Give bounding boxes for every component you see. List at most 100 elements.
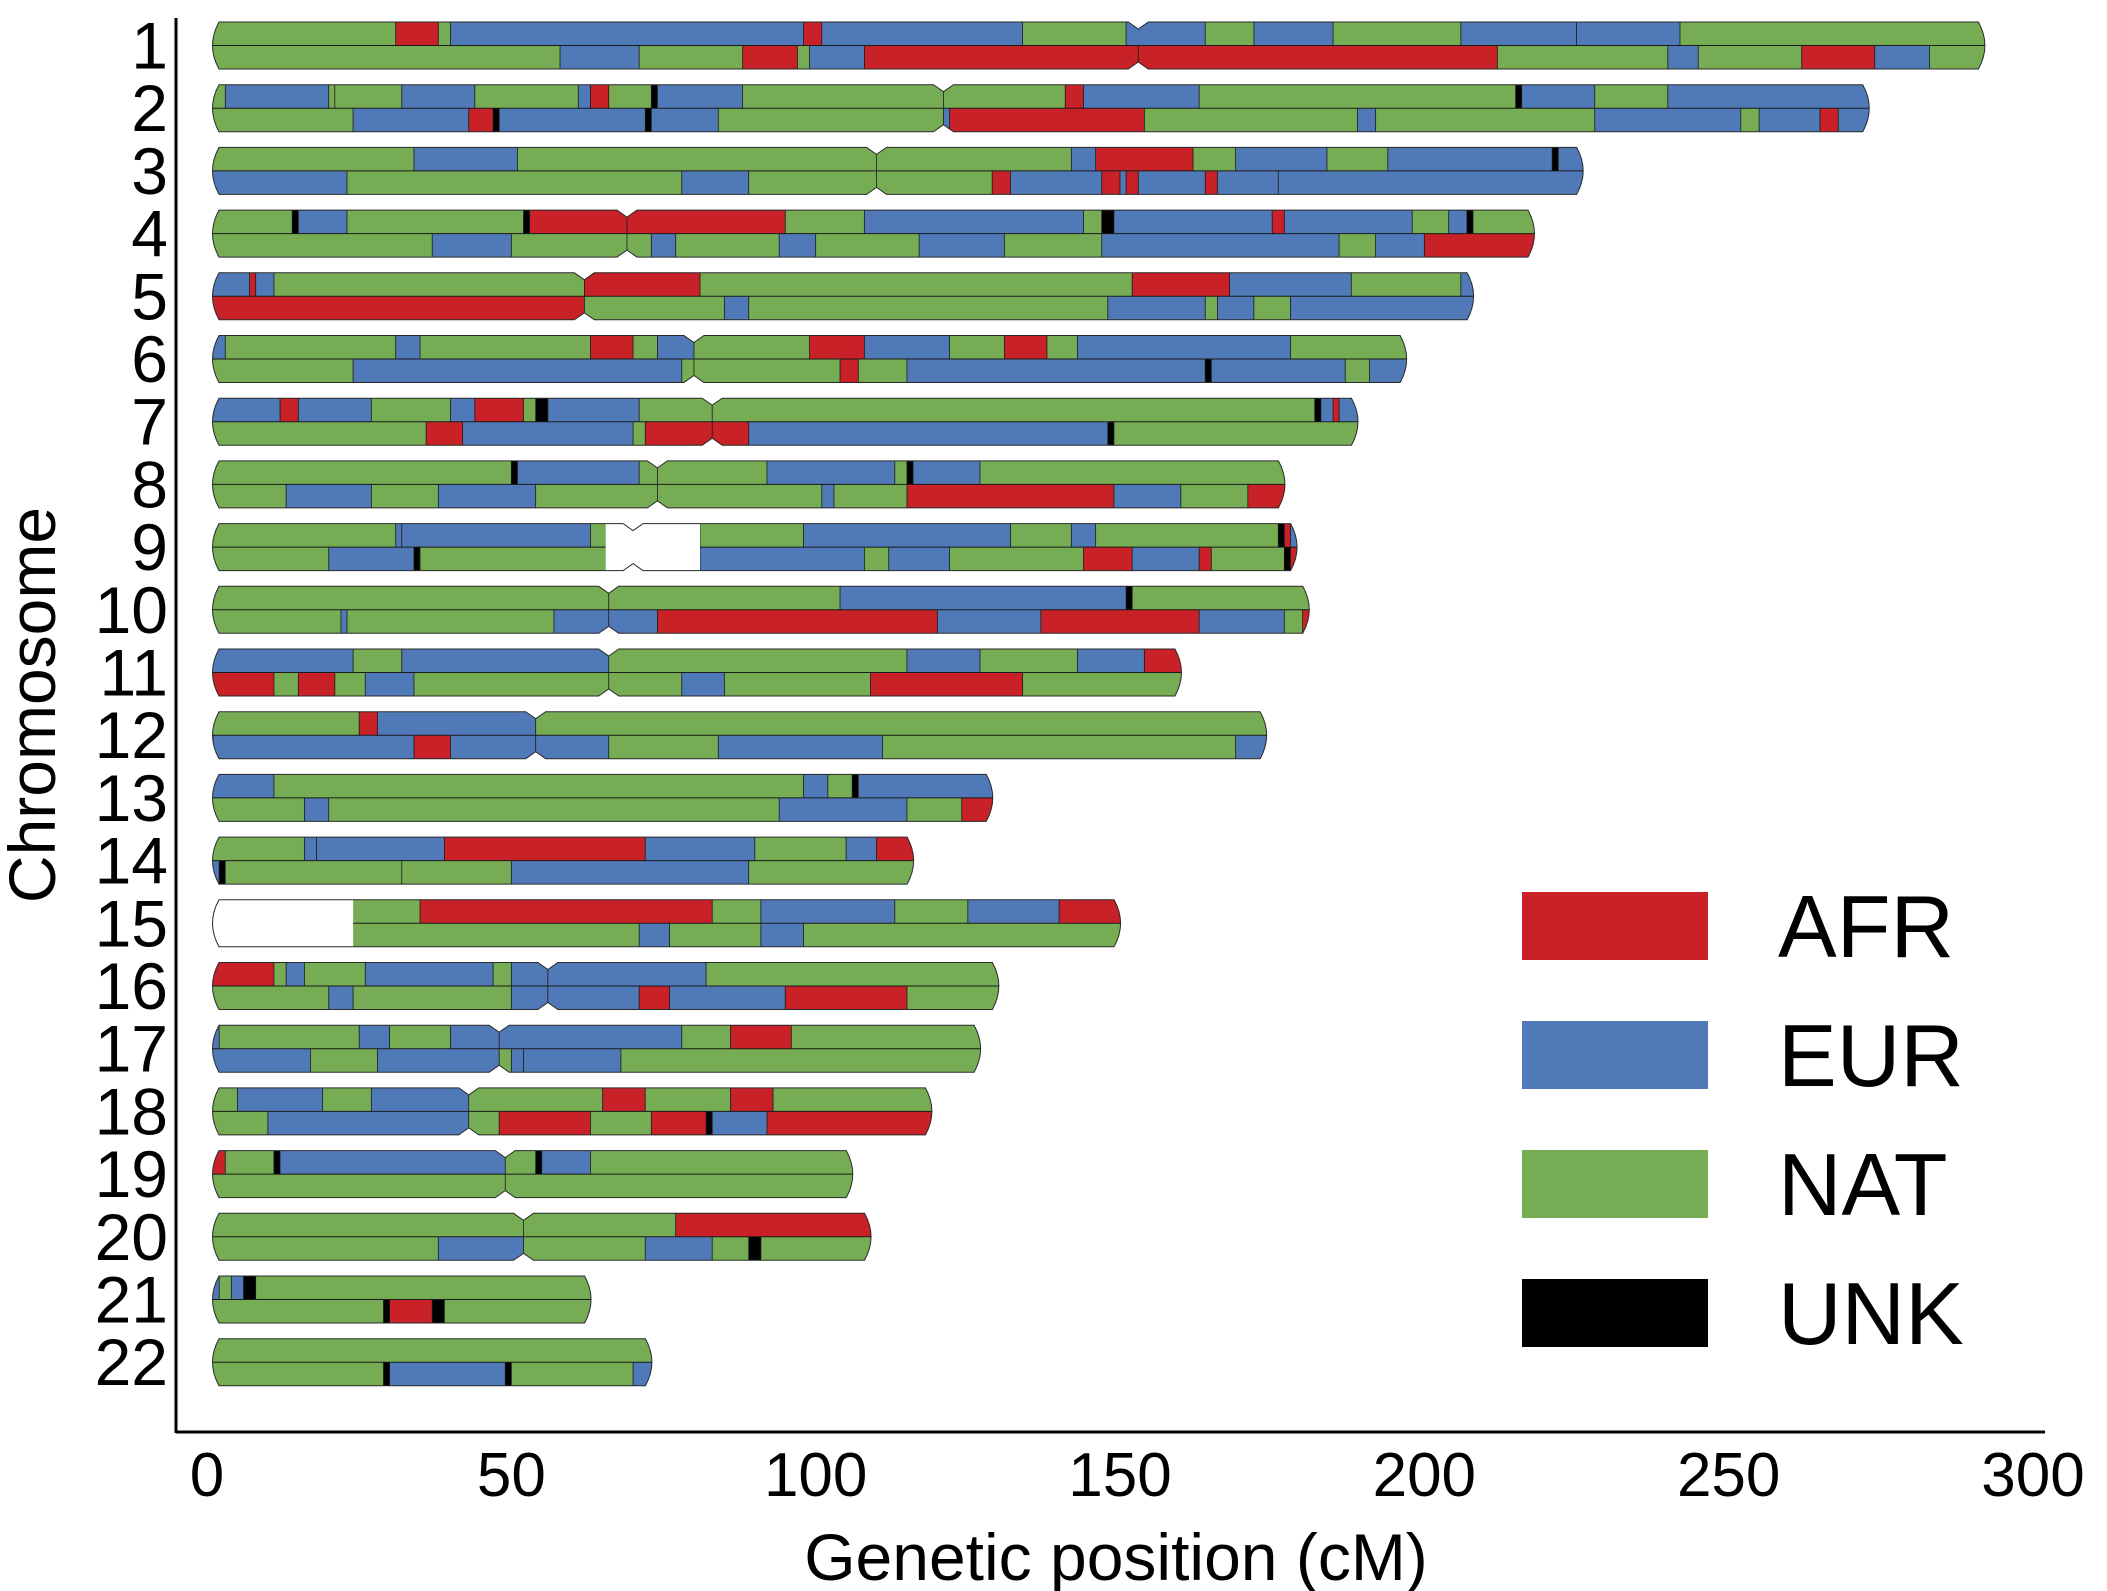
segment-chr19-hap1-eur — [280, 1150, 506, 1175]
segment-chr21-hap1-unk — [243, 1276, 256, 1300]
segment-chr9-hap2-nat — [420, 547, 609, 571]
segment-chr8-hap2-nat — [535, 484, 658, 508]
chromosome-8: 8 — [131, 447, 1286, 521]
segment-chr21-hap2-unk — [432, 1299, 445, 1323]
segment-chr18-hap2-unk — [706, 1111, 713, 1135]
segment-chr11-hap1-afr — [1144, 649, 1182, 673]
segment-chr4-hap1-nat — [1083, 210, 1102, 234]
segment-chr17-hap2-nat — [310, 1048, 378, 1073]
segment-chr4-hap1-nat — [785, 210, 865, 234]
x-tick-labels: 0 50 100 150 200 250 300 — [190, 1441, 2085, 1510]
segment-chr4-hap1-eur — [864, 210, 1084, 234]
segment-chr16-hap1-eur — [547, 962, 707, 986]
chromosome-22: 22 — [95, 1325, 653, 1399]
segment-chr12-hap2-eur — [213, 735, 414, 759]
segment-chr1-hap2-nat — [797, 45, 810, 69]
segment-chr1-hap1-afr — [395, 22, 439, 46]
segment-chr7-hap1-nat — [712, 398, 1315, 422]
chromosome-outline — [212, 899, 1122, 948]
segment-chr4-hap2-nat — [1339, 233, 1376, 258]
segment-chr9-hap1-eur — [1290, 523, 1298, 548]
chromosome-17: 17 — [95, 1012, 982, 1086]
chromosome-4: 4 — [131, 197, 1535, 271]
segment-chr20-hap2-eur — [438, 1236, 524, 1261]
segment-chr6-hap2-eur — [353, 359, 682, 383]
segment-chr8-hap1-nat — [980, 460, 1285, 485]
segment-chr5-hap1-eur — [212, 272, 250, 297]
x-tick-label-100: 100 — [764, 1441, 867, 1510]
segment-chr12-hap2-eur — [1235, 735, 1267, 759]
segment-chr17-hap2-eur — [523, 1048, 621, 1073]
segment-chr13-hap1-eur — [803, 774, 828, 798]
segment-chr8-hap2-eur — [438, 484, 536, 508]
segment-chr8-hap1-unk — [511, 460, 518, 485]
segment-chr2-hap1-nat — [212, 84, 226, 109]
segment-chr2-hap1-nat — [328, 84, 335, 109]
segment-chr1-hap1-eur — [1460, 22, 1577, 46]
segment-chr12-hap1-nat — [535, 711, 1267, 736]
segment-chr1-hap1-eur — [1576, 22, 1680, 46]
segment-chr20-hap2-nat — [212, 1236, 439, 1261]
segment-chr16-hap2-afr — [639, 986, 670, 1010]
chromosome-label-18: 18 — [95, 1074, 168, 1148]
segment-chr3-hap2-afr — [992, 170, 1011, 195]
chromosome-label-5: 5 — [131, 259, 168, 333]
segment-chr18-hap2-nat — [212, 1111, 268, 1135]
segment-chr3-hap1-eur — [413, 147, 518, 171]
segment-chr5-hap1-nat — [273, 272, 585, 297]
segment-chr6-hap2-nat — [1345, 359, 1370, 383]
segment-chr1-hap2-nat — [1929, 45, 1985, 69]
segment-chr17-hap1-nat — [791, 1025, 981, 1049]
segment-chr4-hap1-nat — [1473, 210, 1535, 234]
segment-chr4-hap1-nat — [212, 210, 293, 234]
chromosome-label-20: 20 — [95, 1200, 168, 1274]
segment-chr3-hap1-eur — [1235, 147, 1327, 171]
segment-chr19-hap2-nat — [505, 1174, 853, 1198]
x-tick-label-0: 0 — [190, 1441, 224, 1510]
legend-label: NAT — [1778, 1135, 1947, 1234]
segment-chr2-hap1-afr — [590, 84, 609, 109]
segment-chr15-hap1-eur — [760, 899, 895, 924]
segment-chr7-hap1-eur — [450, 398, 475, 422]
segment-chr2-hap1-eur — [1667, 84, 1870, 109]
chromosome-label-4: 4 — [131, 197, 168, 271]
segment-chr12-hap2-afr — [413, 735, 451, 759]
segment-chr8-hap1-eur — [913, 460, 981, 485]
segment-chr8-hap1-nat — [657, 460, 767, 485]
segment-chr5-hap2-nat — [584, 296, 725, 320]
segment-chr6-hap1-nat — [1046, 335, 1078, 359]
segment-chr21-hap1-eur — [231, 1276, 244, 1300]
segment-chr9-hap1-afr — [1284, 523, 1291, 548]
x-tick-label-150: 150 — [1068, 1441, 1171, 1510]
segment-chr10-hap2-afr — [1040, 609, 1200, 634]
segment-chr11-hap2-afr — [298, 672, 335, 696]
segment-chr5-hap2-nat — [748, 296, 1108, 320]
segment-chr8-hap2-afr — [1247, 484, 1285, 508]
segment-chr14-hap1-afr — [876, 837, 914, 861]
chromosome-label-15: 15 — [95, 886, 168, 960]
segment-chr1-hap1-nat — [438, 22, 451, 46]
segment-chr11-hap2-eur — [365, 672, 414, 696]
segment-chr6-hap1-nat — [420, 335, 591, 359]
segment-chr4-hap2-eur — [919, 233, 1005, 258]
segment-chr10-hap1-nat — [212, 586, 609, 610]
segment-chr17-hap2-eur — [377, 1048, 500, 1073]
segment-chr9-hap2-eur — [700, 547, 865, 571]
segment-chr16-hap1-nat — [493, 962, 512, 986]
segment-chr11-hap1-eur — [401, 649, 609, 673]
segment-chr17-hap1-afr — [730, 1025, 792, 1049]
segment-chr9-hap2-eur — [328, 547, 414, 571]
segment-chr2-hap1-nat — [334, 84, 402, 109]
segment-chr5-hap2-nat — [1205, 296, 1218, 320]
segment-chr5-hap1-afr — [584, 272, 701, 297]
chromosome-outline — [212, 1024, 982, 1073]
chromosome-outline — [212, 21, 1986, 70]
segment-chr14-hap1-eur — [846, 837, 877, 861]
segment-chr1-hap2-afr — [1138, 45, 1498, 69]
segment-chr13-hap2-afr — [961, 797, 993, 822]
x-tick-label-50: 50 — [477, 1441, 546, 1510]
chromosome-7: 7 — [131, 385, 1359, 459]
segment-chr2-hap2-nat — [1144, 108, 1358, 132]
segment-chr2-hap2-afr — [949, 108, 1145, 132]
chromosome-2: 2 — [131, 71, 1870, 145]
